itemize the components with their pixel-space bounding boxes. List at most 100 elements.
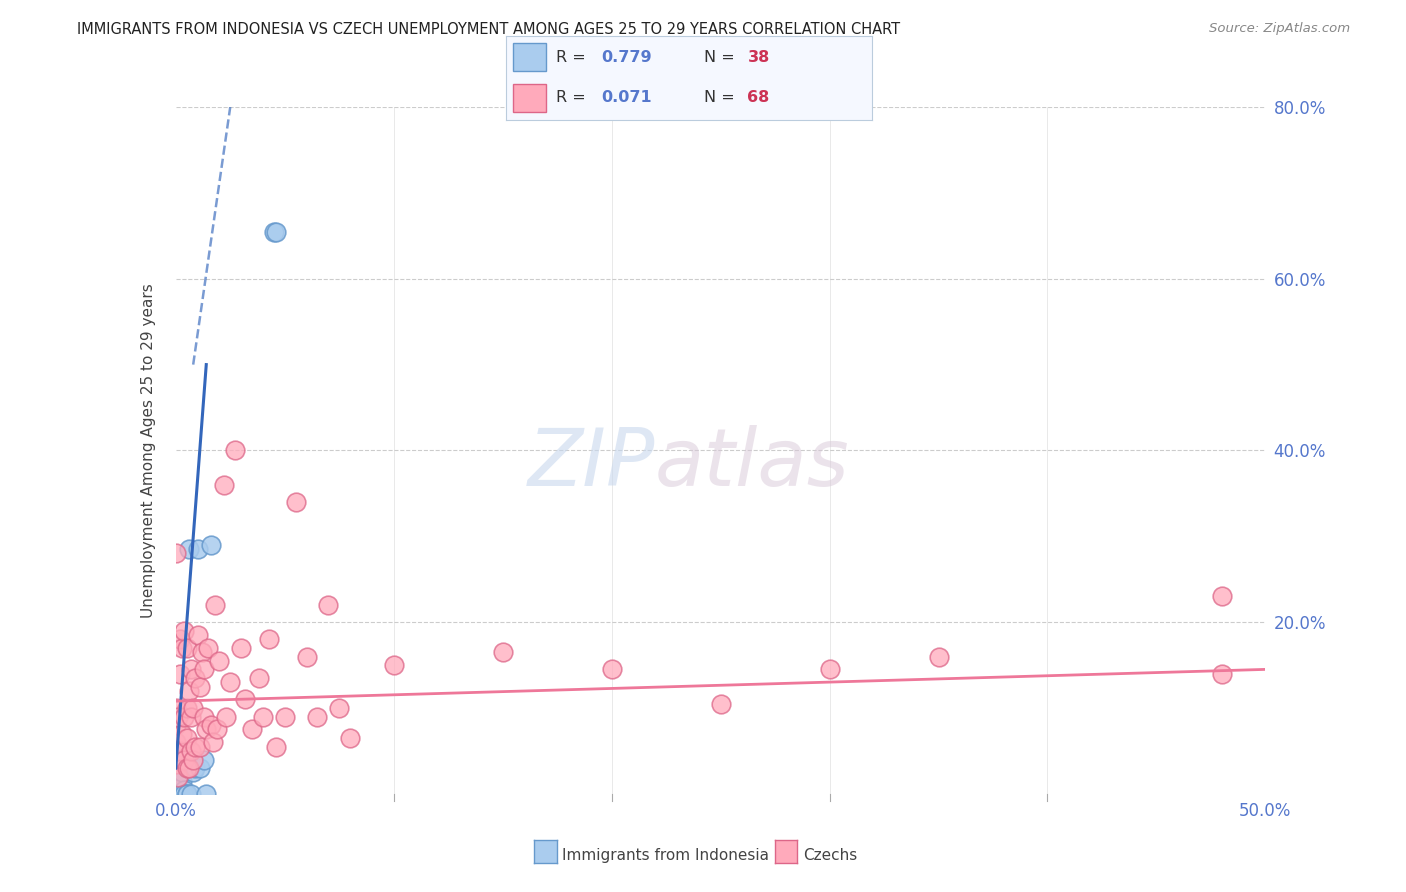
Point: [165, 787, 187, 801]
Point: [176, 787, 198, 801]
Point: [295, 649, 318, 664]
Point: [167, 782, 190, 797]
Bar: [513, 84, 547, 112]
Y-axis label: Unemployment Among Ages 25 to 29 years: Unemployment Among Ages 25 to 29 years: [142, 283, 156, 618]
Point: [167, 770, 190, 784]
Point: [1211, 590, 1233, 604]
Point: [172, 727, 194, 741]
Point: [208, 654, 231, 668]
Point: [710, 697, 733, 711]
Point: [204, 598, 226, 612]
Point: [165, 787, 187, 801]
Point: [165, 756, 187, 771]
Point: [165, 782, 187, 797]
Text: 68: 68: [748, 90, 769, 105]
Point: [181, 765, 204, 780]
Point: [307, 709, 329, 723]
Point: [173, 709, 195, 723]
Point: [197, 640, 219, 655]
Point: [176, 761, 198, 775]
Point: [184, 761, 207, 775]
Text: 38: 38: [748, 50, 769, 65]
Point: [180, 662, 202, 676]
Point: [201, 735, 224, 749]
Point: [191, 645, 214, 659]
Point: [195, 787, 218, 801]
Point: [165, 787, 187, 801]
Point: [186, 628, 209, 642]
Point: [165, 787, 187, 801]
Point: [173, 624, 195, 638]
Point: [165, 701, 187, 715]
Point: [180, 709, 202, 723]
Point: [167, 709, 190, 723]
Point: [165, 718, 187, 732]
Point: [165, 770, 187, 784]
Point: [176, 701, 198, 715]
Point: [247, 671, 270, 685]
Point: [180, 787, 202, 801]
Point: [193, 709, 215, 723]
Point: [264, 739, 287, 754]
Point: [263, 225, 285, 239]
Point: [1211, 666, 1233, 681]
Point: [235, 692, 257, 706]
Point: [169, 787, 191, 801]
Point: [240, 723, 263, 737]
Point: [318, 598, 340, 612]
Point: [181, 701, 204, 715]
Point: [167, 778, 190, 792]
Point: [165, 787, 187, 801]
Point: [600, 662, 623, 676]
Point: [284, 495, 307, 509]
Point: [172, 765, 194, 780]
Point: [200, 718, 222, 732]
Point: [176, 731, 198, 745]
Point: [165, 787, 187, 801]
Point: [195, 723, 218, 737]
Point: [176, 787, 198, 801]
Point: [205, 723, 228, 737]
Point: [169, 778, 191, 792]
Point: [181, 753, 204, 767]
Text: Source: ZipAtlas.com: Source: ZipAtlas.com: [1209, 22, 1350, 36]
Bar: [513, 44, 547, 71]
Point: [184, 671, 207, 685]
Point: [177, 683, 200, 698]
Point: [165, 778, 187, 792]
Point: [176, 640, 198, 655]
Point: [264, 225, 287, 239]
Point: [188, 680, 211, 694]
Point: [188, 739, 211, 754]
Point: [165, 774, 187, 789]
Point: [173, 753, 195, 767]
Text: R =: R =: [555, 90, 591, 105]
Point: [219, 675, 242, 690]
Point: [165, 782, 187, 797]
Point: [172, 774, 194, 789]
Point: [274, 709, 297, 723]
Point: [188, 761, 211, 775]
Point: [165, 782, 187, 797]
Point: [215, 709, 238, 723]
Text: R =: R =: [555, 50, 591, 65]
Point: [328, 701, 350, 715]
Point: [167, 761, 190, 775]
Point: [186, 542, 209, 557]
Point: [173, 787, 195, 801]
Point: [165, 546, 187, 561]
Point: [169, 744, 191, 758]
Text: IMMIGRANTS FROM INDONESIA VS CZECH UNEMPLOYMENT AMONG AGES 25 TO 29 YEARS CORREL: IMMIGRANTS FROM INDONESIA VS CZECH UNEMP…: [77, 22, 900, 37]
Text: Immigrants from Indonesia: Immigrants from Indonesia: [562, 848, 769, 863]
Text: N =: N =: [703, 90, 740, 105]
Point: [177, 542, 200, 557]
Text: 0.779: 0.779: [602, 50, 652, 65]
Point: [252, 709, 274, 723]
Point: [193, 662, 215, 676]
Point: [212, 478, 235, 492]
Point: [172, 640, 194, 655]
Point: [165, 787, 187, 801]
Point: [928, 649, 950, 664]
Point: [492, 645, 515, 659]
Point: [165, 735, 187, 749]
